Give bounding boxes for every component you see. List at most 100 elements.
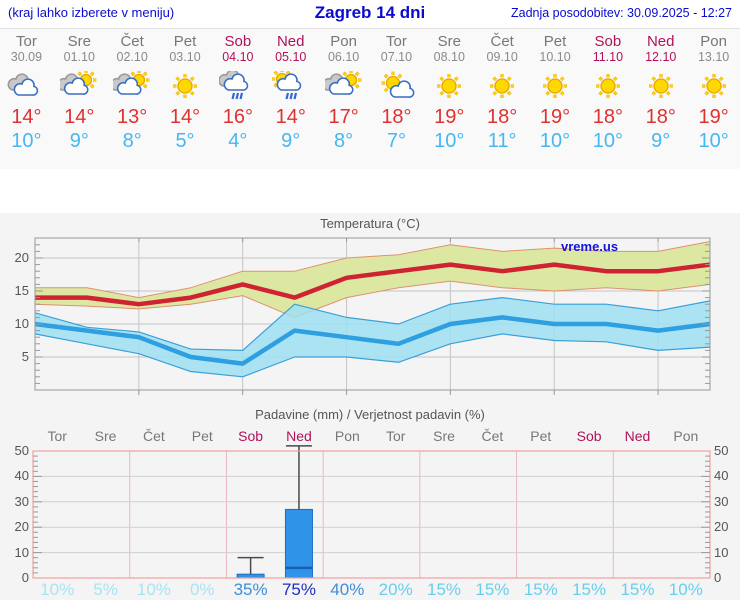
precip-day-label: Tor [385, 428, 406, 444]
precip-axis-tick-label-left: 20 [14, 519, 29, 535]
day-column-čet-09.10[interactable]: Čet 09.10 18° 11° [476, 29, 529, 169]
min-temp-value: 11° [487, 130, 517, 152]
day-column-sre-08.10[interactable]: Sre 08.10 19° 10° [423, 29, 476, 169]
sun-cloud-icon [57, 69, 98, 101]
precip-day-label: Ned [624, 428, 651, 444]
day-column-pet-03.10[interactable]: Pet 03.10 14° 5° [159, 29, 212, 169]
day-name: Ned [646, 33, 675, 50]
min-temp-value: 10° [434, 130, 465, 152]
day-name: Tor [16, 33, 37, 50]
precip-probability-label: 35% [233, 580, 268, 599]
day-column-pet-10.10[interactable]: Pet 10.10 19° 10° [529, 29, 582, 169]
watermark-link[interactable]: vreme.us [561, 239, 619, 254]
cloudy-icon [7, 71, 45, 101]
day-date: 04.10 [222, 50, 254, 64]
temp-axis-tick-label: 10 [14, 316, 29, 331]
min-temp-value: 4° [228, 130, 248, 152]
precip-probability-label: 15% [620, 580, 655, 599]
max-temp-value: 19° [698, 106, 729, 128]
temp-axis-tick-label: 5 [21, 349, 29, 364]
day-date: 11.10 [592, 50, 624, 64]
precip-axis-tick-label-right: 30 [714, 493, 729, 509]
day-date: 30.09 [10, 50, 43, 64]
day-date: 01.10 [63, 50, 95, 64]
temp-axis-tick-label: 20 [14, 250, 29, 265]
day-date: 10.10 [539, 50, 571, 64]
precip-axis-tick-label-left: 10 [14, 544, 29, 560]
precip-axis-tick-label-left: 0 [21, 570, 29, 585]
min-temp-value: 9° [69, 130, 89, 152]
precip-axis-tick-label-left: 40 [14, 468, 29, 484]
day-column-ned-05.10[interactable]: Ned 05.10 14° 9° [264, 29, 317, 169]
day-name: Pet [173, 33, 197, 50]
precip-probability-label: 15% [475, 580, 510, 599]
max-temp-value: 19° [539, 106, 571, 128]
max-temp-value: 18° [487, 106, 518, 128]
precip-axis-tick-label-right: 40 [714, 468, 729, 484]
precip-probability-label: 10% [668, 580, 703, 599]
precip-axis-tick-label-right: 50 [714, 443, 729, 458]
precip-day-label: Ned [286, 428, 312, 444]
temp-axis-tick-label: 15 [14, 283, 29, 298]
min-temp-value: 10° [592, 130, 623, 152]
precip-day-label: Sre [433, 428, 455, 444]
day-date: 09.10 [486, 50, 518, 64]
precip-day-label: Čet [142, 428, 165, 444]
min-temp-value: 8° [334, 130, 354, 152]
sun-rain-icon [271, 68, 310, 101]
day-name: Čet [120, 33, 144, 50]
day-name: Pet [543, 33, 567, 50]
day-column-čet-02.10[interactable]: Čet 02.10 13° 8° [106, 29, 159, 169]
rain-icon [218, 69, 257, 101]
day-column-pon-06.10[interactable]: Pon 06.10 17° 8° [317, 29, 370, 169]
day-name: Sob [224, 33, 252, 50]
day-column-ned-12.10[interactable]: Ned 12.10 18° 9° [634, 29, 687, 169]
precip-probability-label: 75% [281, 580, 316, 599]
precip-probability-label: 15% [427, 580, 462, 599]
precipitation-chart-title: Padavine (mm) / Verjetnost padavin (%) [255, 407, 485, 422]
max-temp-value: 18° [645, 106, 676, 128]
precip-axis-tick-label-left: 30 [14, 493, 29, 509]
min-temp-value: 10° [698, 130, 729, 152]
precip-day-label: Pon [673, 428, 699, 444]
sun-cloud-icon [110, 69, 151, 101]
max-temp-value: 18° [381, 106, 412, 128]
precip-probability-label: 10% [136, 580, 171, 599]
precip-day-label: Pon [334, 428, 360, 444]
precip-day-label: Pet [530, 428, 552, 444]
precip-axis-tick-label-right: 0 [714, 570, 722, 585]
max-temp-value: 19° [434, 106, 465, 128]
day-name: Čet [490, 33, 514, 50]
max-temp-value: 14° [11, 106, 42, 128]
min-temp-value: 9° [651, 130, 671, 152]
precip-probability-label: 10% [40, 580, 75, 599]
precip-axis-tick-label-right: 20 [714, 519, 729, 535]
max-temp-value: 18° [592, 106, 623, 128]
precip-probability-label: 5% [93, 580, 118, 599]
sunny-icon [695, 71, 733, 101]
precip-day-label: Sob [576, 428, 602, 444]
day-column-sre-01.10[interactable]: Sre 01.10 14° 9° [53, 29, 106, 169]
day-name: Tor [386, 33, 407, 50]
day-column-tor-07.10[interactable]: Tor 07.10 18° 7° [370, 29, 423, 169]
precip-probability-label: 15% [523, 580, 558, 599]
sunny-icon [430, 71, 468, 101]
day-column-pon-13.10[interactable]: Pon 13.10 19° 10° [687, 29, 740, 169]
day-column-tor-30.09[interactable]: Tor 30.09 14° 10° [0, 29, 53, 169]
min-temp-value: 10° [11, 130, 42, 152]
sunny-icon [536, 71, 574, 101]
forecast-strip: Tor 30.09 14° 10° Sre 01.10 14° 9° Čet 02.10 13° 8°… [0, 29, 740, 169]
min-temp-value: 5° [175, 130, 195, 152]
precip-day-label: Sre [94, 428, 117, 444]
sun-cloud-icon [321, 69, 363, 101]
mostly-sunny-icon [377, 71, 415, 101]
day-date: 06.10 [327, 50, 360, 64]
day-column-sob-04.10[interactable]: Sob 04.10 16° 4° [211, 29, 264, 169]
day-date: 02.10 [116, 50, 148, 64]
max-temp-value: 14° [275, 106, 306, 128]
day-column-sob-11.10[interactable]: Sob 11.10 18° 10° [581, 29, 634, 169]
day-name: Sob [594, 33, 622, 50]
temperature-chart-title: Temperatura (°C) [320, 216, 420, 231]
max-temp-value: 16° [222, 106, 253, 128]
